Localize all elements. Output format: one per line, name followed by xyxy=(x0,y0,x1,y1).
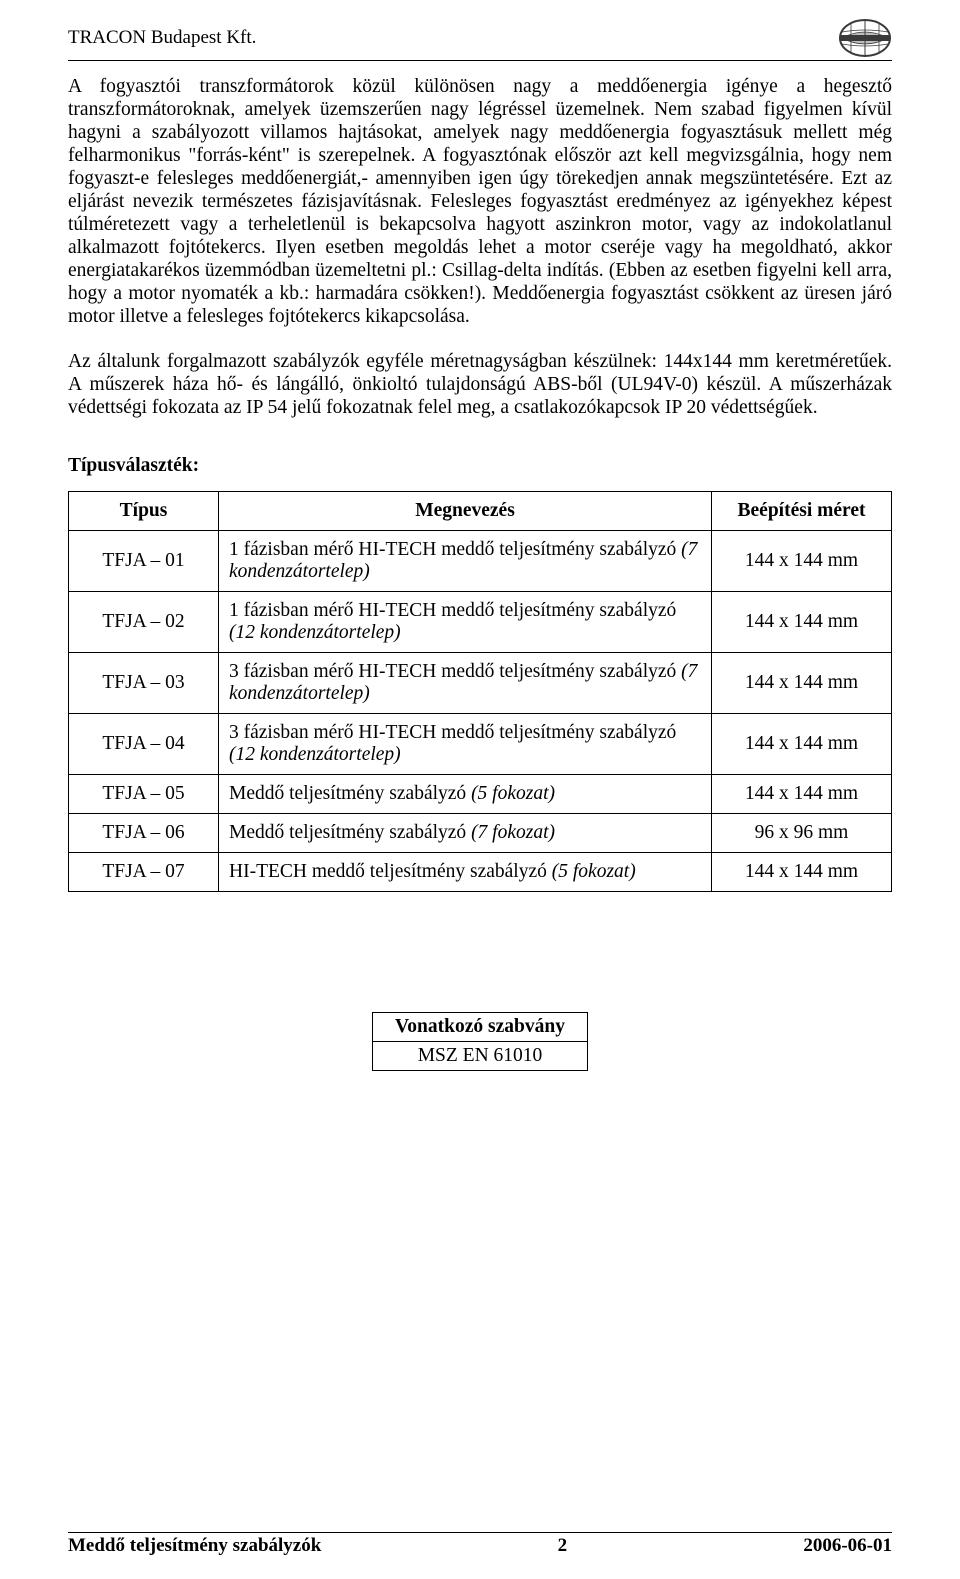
desc-cell: HI-TECH meddő teljesítmény szabályzó (5 … xyxy=(219,853,712,892)
desc-italic: (12 kondenzátortelep) xyxy=(229,744,401,765)
table-row: TFJA – 01 1 fázisban mérő HI-TECH meddő t… xyxy=(69,531,892,592)
type-cell: TFJA – 03 xyxy=(69,653,219,714)
page-header: TRACON Budapest Kft. xyxy=(68,18,892,61)
size-cell: 144 x 144 mm xyxy=(712,775,892,814)
desc-italic: (7 fokozat) xyxy=(471,822,555,843)
table-header-row: Típus Megnevezés Beépítési méret xyxy=(69,492,892,531)
size-cell: 144 x 144 mm xyxy=(712,531,892,592)
table-row: TFJA – 05Meddő teljesítmény szabályzó (5… xyxy=(69,775,892,814)
desc-text: 3 fázisban mérő HI-TECH meddő teljesítmé… xyxy=(229,661,681,682)
body-paragraph-1: A fogyasztói transzformátorok közül külö… xyxy=(68,75,892,328)
size-cell: 144 x 144 mm xyxy=(712,653,892,714)
body-paragraph-2: Az általunk forgalmazott szabályzók egyf… xyxy=(68,350,892,419)
desc-cell: 1 fázisban mérő HI-TECH meddő teljesítmé… xyxy=(219,592,712,653)
desc-text: 1 fázisban mérő HI-TECH meddő teljesítmé… xyxy=(229,539,681,560)
desc-italic: (12 kondenzátortelep) xyxy=(229,622,401,643)
type-section-title: Típusválaszték: xyxy=(68,455,892,477)
size-cell: 144 x 144 mm xyxy=(712,714,892,775)
page-footer: Meddő teljesítmény szabályzók 2 2006-06-… xyxy=(68,1532,892,1557)
col-header-size: Beépítési méret xyxy=(712,492,892,531)
table-row: TFJA – 02 1 fázisban mérő HI-TECH meddő t… xyxy=(69,592,892,653)
footer-page-number: 2 xyxy=(558,1535,568,1557)
col-header-desc: Megnevezés xyxy=(219,492,712,531)
type-cell: TFJA – 01 xyxy=(69,531,219,592)
footer-date: 2006-06-01 xyxy=(803,1535,892,1557)
table-row: TFJA – 07HI-TECH meddő teljesítmény szab… xyxy=(69,853,892,892)
desc-cell: 3 fázisban mérő HI-TECH meddő teljesítmé… xyxy=(219,714,712,775)
type-cell: TFJA – 06 xyxy=(69,814,219,853)
desc-text: Meddő teljesítmény szabályzó xyxy=(229,822,471,843)
company-logo-icon xyxy=(838,18,892,58)
desc-text: HI-TECH meddő teljesítmény szabályzó xyxy=(229,861,552,882)
size-cell: 144 x 144 mm xyxy=(712,592,892,653)
col-header-type: Típus xyxy=(69,492,219,531)
standard-table: Vonatkozó szabvány MSZ EN 61010 xyxy=(372,1012,588,1071)
footer-left: Meddő teljesítmény szabályzók xyxy=(68,1535,321,1557)
type-cell: TFJA – 04 xyxy=(69,714,219,775)
desc-cell: 3 fázisban mérő HI-TECH meddő teljesítmé… xyxy=(219,653,712,714)
desc-cell: Meddő teljesítmény szabályzó (5 fokozat) xyxy=(219,775,712,814)
type-cell: TFJA – 02 xyxy=(69,592,219,653)
table-row: TFJA – 03 3 fázisban mérő HI-TECH meddő t… xyxy=(69,653,892,714)
size-cell: 96 x 96 mm xyxy=(712,814,892,853)
standard-label: Vonatkozó szabvány xyxy=(373,1013,588,1042)
type-table: Típus Megnevezés Beépítési méret TFJA – … xyxy=(68,491,892,892)
size-cell: 144 x 144 mm xyxy=(712,853,892,892)
desc-text: 1 fázisban mérő HI-TECH meddő teljesítmé… xyxy=(229,600,676,621)
company-name: TRACON Budapest Kft. xyxy=(68,27,256,49)
desc-text: 3 fázisban mérő HI-TECH meddő teljesítmé… xyxy=(229,722,676,743)
standard-value: MSZ EN 61010 xyxy=(373,1042,588,1071)
table-row: TFJA – 06Meddő teljesítmény szabályzó (7… xyxy=(69,814,892,853)
type-cell: TFJA – 05 xyxy=(69,775,219,814)
document-page: TRACON Budapest Kft. A fogyasztói transz… xyxy=(0,0,960,1579)
desc-italic: (5 fokozat) xyxy=(552,861,636,882)
desc-cell: Meddő teljesítmény szabályzó (7 fokozat) xyxy=(219,814,712,853)
desc-cell: 1 fázisban mérő HI-TECH meddő teljesítmé… xyxy=(219,531,712,592)
table-row: TFJA – 04 3 fázisban mérő HI-TECH meddő t… xyxy=(69,714,892,775)
type-cell: TFJA – 07 xyxy=(69,853,219,892)
desc-text: Meddő teljesítmény szabályzó xyxy=(229,783,471,804)
desc-italic: (5 fokozat) xyxy=(471,783,555,804)
